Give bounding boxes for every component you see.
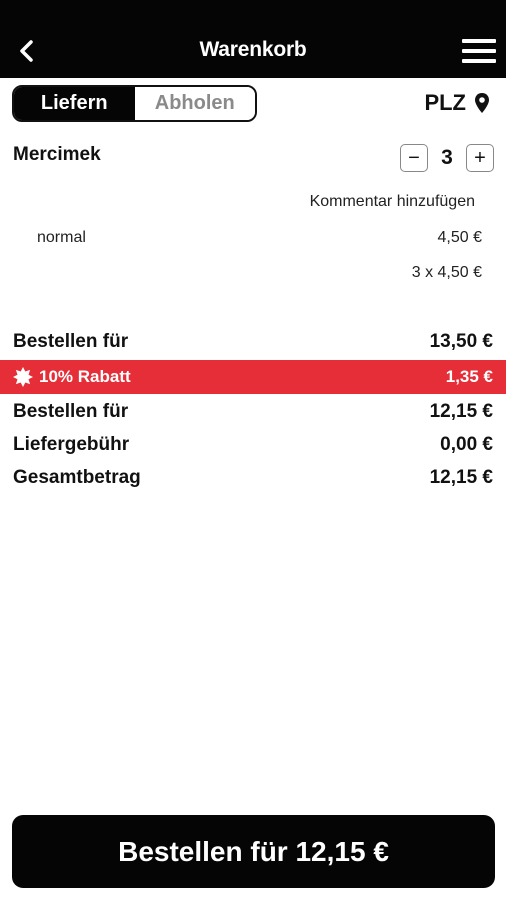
item-unit-price: 4,50 €	[437, 229, 482, 246]
item-variant: normal	[37, 229, 86, 246]
order-button-label: Bestellen für 12,15 €	[118, 835, 389, 867]
delivery-mode-toggle: Liefern Abholen	[12, 85, 257, 122]
delivery-fee-value: 0,00 €	[440, 434, 493, 455]
total-label: Gesamtbetrag	[13, 467, 141, 488]
menu-button[interactable]	[460, 36, 498, 66]
order-button[interactable]: Bestellen für 12,15 €	[12, 815, 495, 888]
postal-code-label: PLZ	[424, 90, 466, 115]
increment-button[interactable]: +	[466, 144, 494, 172]
hamburger-menu-icon	[462, 39, 496, 43]
discount-label: 10% Rabatt	[39, 367, 131, 386]
add-comment-link[interactable]: Kommentar hinzufügen	[309, 193, 475, 210]
tab-liefern[interactable]: Liefern	[14, 87, 135, 120]
decrement-button[interactable]: −	[400, 144, 428, 172]
subtotal-value: 13,50 €	[429, 331, 493, 352]
discount-value: 1,35 €	[445, 367, 493, 386]
quantity-stepper: − 3 +	[400, 144, 494, 172]
after-discount-row: Bestellen für 12,15 €	[0, 395, 506, 429]
total-row: Gesamtbetrag 12,15 €	[0, 461, 506, 495]
page-title: Warenkorb	[199, 38, 307, 61]
map-pin-icon	[475, 93, 489, 113]
item-price-calculation: 3 x 4,50 €	[411, 264, 482, 281]
plus-icon: +	[474, 147, 486, 169]
minus-icon: −	[408, 147, 420, 169]
app-header: Warenkorb	[0, 0, 506, 78]
delivery-fee-label: Liefergebühr	[13, 434, 130, 455]
tab-abholen[interactable]: Abholen	[134, 87, 255, 120]
quantity-value: 3	[441, 146, 453, 169]
subtotal-label: Bestellen für	[13, 331, 129, 352]
after-discount-value: 12,15 €	[429, 401, 493, 422]
discount-badge-icon	[13, 367, 33, 387]
back-button[interactable]	[10, 34, 44, 68]
discount-row: 10% Rabatt 1,35 €	[0, 360, 506, 394]
delivery-fee-row: Liefergebühr 0,00 €	[0, 428, 506, 462]
chevron-left-icon	[20, 40, 33, 62]
subtotal-row: Bestellen für 13,50 €	[0, 325, 506, 359]
after-discount-label: Bestellen für	[13, 401, 129, 422]
postal-code-selector[interactable]: PLZ	[424, 90, 490, 116]
cart-item-name: Mercimek	[13, 144, 101, 165]
total-value: 12,15 €	[429, 467, 493, 488]
